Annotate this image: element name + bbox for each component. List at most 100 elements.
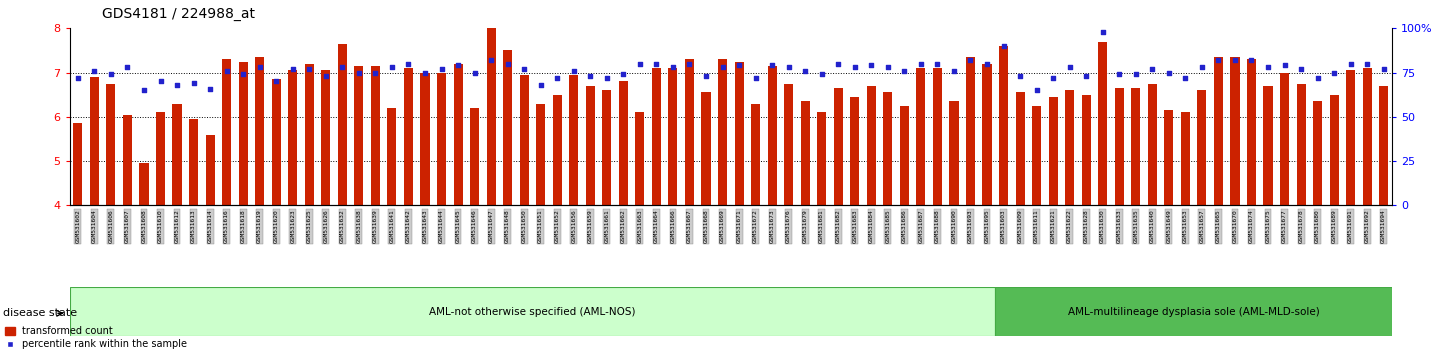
Bar [684,59,695,205]
Bar [1280,73,1289,205]
Bar [371,66,380,205]
Bar [487,24,496,205]
Text: GSM531653: GSM531653 [1183,210,1188,244]
Point [132,87,155,93]
Bar [106,84,116,205]
Point [1273,63,1296,68]
Point [496,61,519,67]
Bar [503,51,512,205]
Text: disease state: disease state [3,308,77,318]
Text: GSM531689: GSM531689 [1331,210,1337,244]
Text: GSM531643: GSM531643 [422,210,428,244]
Text: GSM531678: GSM531678 [1299,210,1304,244]
Bar [586,86,594,205]
Point [347,70,370,75]
Text: GSM531635: GSM531635 [1134,210,1138,244]
Bar [995,287,1392,336]
Text: GSM531670: GSM531670 [1232,210,1237,244]
Text: AML-not otherwise specified (AML-NOS): AML-not otherwise specified (AML-NOS) [429,307,635,316]
Point [645,61,668,67]
Bar [1314,101,1322,205]
Text: GSM531623: GSM531623 [290,210,296,244]
Bar [271,79,281,205]
Text: GSM531672: GSM531672 [753,210,758,244]
Point [199,86,222,91]
Bar [420,73,429,205]
Point [909,61,932,67]
Point [1025,87,1048,93]
Point [429,66,452,72]
Point [942,68,966,74]
Bar [1131,88,1140,205]
Point [695,73,718,79]
Text: GSM531649: GSM531649 [1166,210,1172,244]
Bar [1231,57,1240,205]
Point [1157,70,1180,75]
Text: GSM531633: GSM531633 [1116,210,1122,244]
Point [1289,66,1312,72]
Bar [570,75,579,205]
Bar [702,92,710,205]
Bar [652,68,661,205]
Bar [883,92,892,205]
Text: GSM531668: GSM531668 [703,210,709,244]
Bar [1379,86,1388,205]
Text: GSM531602: GSM531602 [75,210,80,244]
Text: GSM531620: GSM531620 [274,210,278,244]
Point [777,64,800,70]
Text: GSM531606: GSM531606 [109,210,113,244]
Point [1372,66,1395,72]
Bar [800,101,809,205]
Text: GSM531626: GSM531626 [323,210,328,244]
Point [149,79,173,84]
Bar [1180,113,1190,205]
Point [1092,29,1115,35]
Text: GSM531612: GSM531612 [174,210,180,244]
Point [331,64,354,70]
Bar [90,77,99,205]
Bar [387,108,396,205]
Bar [239,62,248,205]
Text: GSM531613: GSM531613 [191,210,196,244]
Text: GSM531609: GSM531609 [1018,210,1022,244]
Point [925,61,948,67]
Bar [206,135,215,205]
Text: GSM531671: GSM531671 [737,210,741,244]
Point [1074,73,1098,79]
Bar [289,70,297,205]
Text: GSM531680: GSM531680 [1315,210,1320,244]
Bar [1363,68,1372,205]
Point [728,63,751,68]
Text: GSM531645: GSM531645 [455,210,461,244]
Point [1141,66,1164,72]
Point [315,73,338,79]
Text: GSM531693: GSM531693 [969,210,973,244]
Text: GSM531690: GSM531690 [951,210,957,244]
Text: GSM531625: GSM531625 [307,210,312,244]
Text: GSM531676: GSM531676 [786,210,792,244]
Point [1108,72,1131,77]
Point [579,73,602,79]
Bar [470,108,478,205]
Text: GSM531669: GSM531669 [721,210,725,244]
Bar [139,163,148,205]
Text: GSM531666: GSM531666 [670,210,676,244]
Text: GSM531674: GSM531674 [1248,210,1254,244]
Text: GSM531641: GSM531641 [390,210,394,244]
Bar [454,64,463,205]
Bar [966,57,974,205]
Text: GSM531691: GSM531691 [1348,210,1353,244]
Point [760,63,783,68]
Bar [255,57,264,205]
Text: GSM531677: GSM531677 [1282,210,1288,244]
Text: GSM531679: GSM531679 [803,210,808,244]
Point [99,72,122,77]
Point [976,61,999,67]
Text: GSM531681: GSM531681 [819,210,824,244]
Text: GSM531675: GSM531675 [1266,210,1270,244]
Point [1224,57,1247,63]
Bar [916,68,925,205]
Point [183,80,206,86]
Point [992,43,1015,49]
Point [232,72,255,77]
